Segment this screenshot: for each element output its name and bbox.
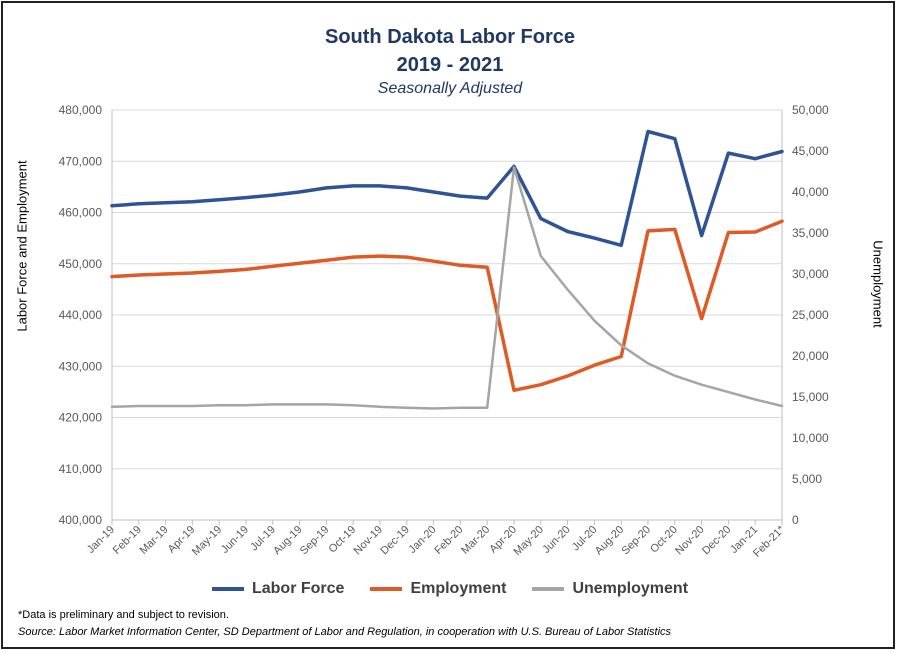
legend-label-unemployment: Unemployment <box>572 580 689 597</box>
legend: Labor Force Employment Unemployment <box>0 580 900 598</box>
legend-label-employment: Employment <box>410 580 507 597</box>
x-tick-label: Sep-19 <box>298 524 332 558</box>
x-tick-label: Dec-20 <box>700 524 734 558</box>
y-left-tick-label: 440,000 <box>59 308 103 322</box>
legend-label-labor-force: Labor Force <box>251 580 345 597</box>
x-tick-label: May-19 <box>190 524 224 558</box>
x-tick-label: Feb-19 <box>111 524 144 557</box>
footnote: *Data is preliminary and subject to revi… <box>18 609 229 621</box>
legend-item-unemployment: Unemployment <box>532 580 688 598</box>
y-right-tick-label: 45,000 <box>792 144 829 158</box>
legend-item-labor-force: Labor Force <box>211 580 345 598</box>
y-right-tick-label: 10,000 <box>792 431 829 445</box>
x-tick-label: Jun-20 <box>540 524 572 556</box>
x-tick-label: Aug-20 <box>593 524 627 558</box>
y-left-tick-label: 470,000 <box>59 154 103 168</box>
y-left-tick-label: 410,000 <box>59 462 103 476</box>
chart-subtitle: Seasonally Adjusted <box>377 80 523 97</box>
x-tick-label: Dec-19 <box>378 524 412 558</box>
x-tick-label: Mar-20 <box>459 524 492 557</box>
legend-item-employment: Employment <box>370 580 506 598</box>
legend-swatch-unemployment <box>532 587 565 591</box>
y-right-tick-label: 5,000 <box>792 472 822 486</box>
y-left-tick-label: 420,000 <box>59 411 103 425</box>
x-tick-label: Nov-19 <box>352 524 386 558</box>
y-right-tick-label: 25,000 <box>792 308 829 322</box>
series-line-labor-force <box>110 129 784 248</box>
y-right-tick-label: 50,000 <box>792 103 829 117</box>
y-right-tick-label: 40,000 <box>792 185 829 199</box>
x-tick-label: Aug-19 <box>271 524 305 558</box>
legend-swatch-employment <box>370 587 403 591</box>
y-left-tick-label: 460,000 <box>59 206 103 220</box>
x-tick-label: Feb-20 <box>432 524 465 557</box>
x-tick-label: May-20 <box>511 524 545 558</box>
y-right-tick-label: 0 <box>792 513 799 527</box>
x-tick-label: Jun-19 <box>219 524 251 556</box>
chart-title-years: 2019 - 2021 <box>396 54 504 76</box>
y-right-tick-label: 35,000 <box>792 226 829 240</box>
x-tick-label: Sep-20 <box>620 524 654 558</box>
series-line-employment <box>110 219 784 393</box>
chart-title: South Dakota Labor Force <box>324 26 576 48</box>
y-left-tick-label: 450,000 <box>59 257 103 271</box>
y-left-tick-label: 430,000 <box>59 359 103 373</box>
x-tick-label: Mar-19 <box>138 524 171 557</box>
y-left-tick-label: 480,000 <box>59 103 103 117</box>
y-left-tick-label: 400,000 <box>59 513 103 527</box>
legend-swatch-labor-force <box>211 587 244 591</box>
x-tick-label: Nov-20 <box>673 524 707 558</box>
y-right-tick-label: 15,000 <box>792 390 829 404</box>
source-note: Source: Labor Market Information Center,… <box>18 626 672 638</box>
series-line-unemployment <box>110 166 784 410</box>
y-right-tick-label: 20,000 <box>792 349 829 363</box>
y-right-tick-label: 30,000 <box>792 267 829 281</box>
